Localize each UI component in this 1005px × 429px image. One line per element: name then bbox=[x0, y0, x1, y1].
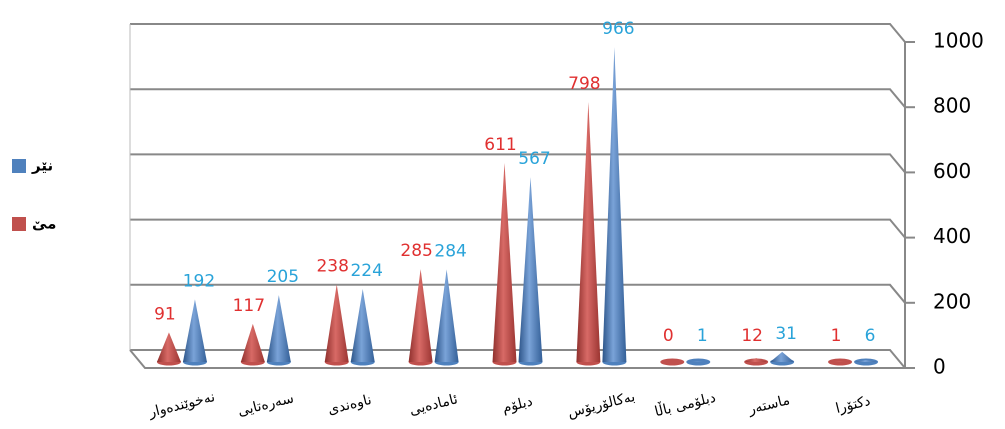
legend-label: نێر bbox=[31, 157, 53, 175]
grid-line bbox=[130, 23, 906, 43]
value-label: 12 bbox=[741, 326, 763, 346]
cone bbox=[324, 284, 349, 362]
cone bbox=[182, 299, 207, 362]
cone bbox=[240, 323, 265, 362]
y-tick-label: 600 bbox=[933, 159, 971, 183]
value-label: 284 bbox=[434, 241, 466, 261]
value-label: 224 bbox=[350, 261, 382, 281]
x-tick-label: ناوەندی bbox=[326, 392, 373, 418]
value-label: 91 bbox=[154, 304, 176, 324]
y-tick-label: 1000 bbox=[933, 29, 984, 53]
legend-label: مێ bbox=[32, 215, 56, 233]
value-label: 798 bbox=[568, 74, 600, 94]
floor-edge bbox=[129, 349, 905, 369]
cone bbox=[434, 269, 459, 362]
grid-line bbox=[130, 283, 906, 304]
legend-swatch bbox=[12, 217, 26, 231]
value-label: 117 bbox=[233, 296, 265, 316]
value-label: 205 bbox=[267, 267, 299, 287]
cone bbox=[408, 269, 433, 362]
cone-base bbox=[660, 358, 685, 366]
grid-line bbox=[130, 88, 906, 108]
value-label: 31 bbox=[775, 324, 797, 344]
x-tick-label: دبلۆم bbox=[501, 394, 535, 417]
grid-line bbox=[130, 218, 906, 239]
value-label: 6 bbox=[865, 326, 876, 346]
y-tick-label: 800 bbox=[933, 94, 971, 118]
grid-line bbox=[130, 349, 906, 369]
value-label: 192 bbox=[183, 271, 215, 291]
cone bbox=[602, 47, 627, 363]
value-label: 611 bbox=[484, 135, 516, 155]
x-tick-label: سەرەتایی bbox=[236, 390, 295, 419]
value-label: 1 bbox=[831, 326, 842, 346]
x-tick-label: دکتۆرا bbox=[834, 393, 872, 417]
legend-swatch bbox=[12, 159, 26, 173]
cone bbox=[156, 332, 181, 362]
cone bbox=[770, 351, 795, 362]
cone bbox=[854, 360, 879, 362]
cone bbox=[492, 162, 517, 362]
x-tick-label: ئامادەیی bbox=[408, 391, 460, 418]
cone bbox=[266, 295, 291, 362]
value-label: 285 bbox=[400, 241, 432, 261]
x-tick-label: ماستەر bbox=[746, 392, 792, 418]
cone bbox=[576, 101, 601, 363]
value-label: 966 bbox=[602, 19, 634, 39]
cone bbox=[744, 358, 769, 362]
cone bbox=[518, 177, 543, 362]
y-tick-label: 200 bbox=[933, 289, 971, 313]
cone bbox=[350, 288, 375, 362]
x-tick-label: نەخوێندەوار bbox=[146, 389, 216, 421]
x-tick-label: بەکالۆریۆس bbox=[566, 389, 637, 421]
y-tick-label: 0 bbox=[933, 355, 946, 379]
value-label: 0 bbox=[663, 326, 674, 346]
grid-line bbox=[130, 153, 906, 174]
x-tick-label: دبلۆمی باڵا bbox=[653, 388, 718, 421]
value-label: 567 bbox=[518, 149, 550, 169]
value-label: 1 bbox=[697, 326, 708, 346]
value-label: 238 bbox=[316, 256, 348, 276]
y-tick-label: 400 bbox=[933, 224, 971, 248]
